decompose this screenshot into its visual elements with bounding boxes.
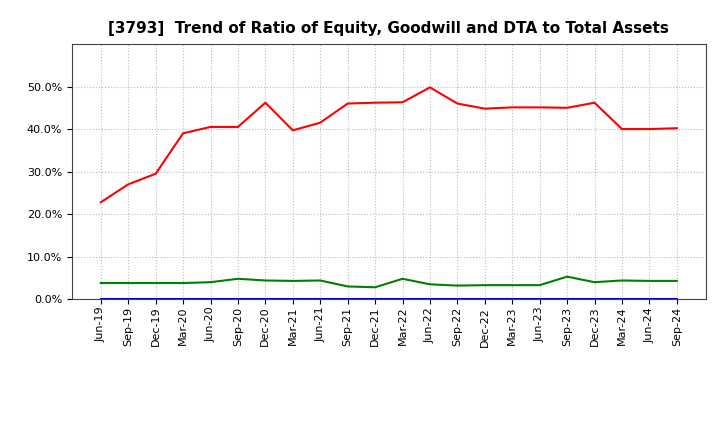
Goodwill xyxy=(480,296,489,301)
Goodwill xyxy=(536,296,544,301)
Deferred Tax Assets xyxy=(590,279,599,285)
Goodwill xyxy=(618,296,626,301)
Goodwill xyxy=(371,296,379,301)
Deferred Tax Assets xyxy=(645,278,654,283)
Goodwill xyxy=(179,296,187,301)
Equity xyxy=(206,124,215,129)
Equity xyxy=(151,171,160,176)
Equity xyxy=(426,85,434,90)
Deferred Tax Assets xyxy=(206,279,215,285)
Goodwill xyxy=(316,296,325,301)
Deferred Tax Assets xyxy=(179,280,187,286)
Equity xyxy=(124,182,132,187)
Goodwill xyxy=(261,296,270,301)
Goodwill xyxy=(398,296,407,301)
Goodwill xyxy=(645,296,654,301)
Equity xyxy=(261,100,270,105)
Goodwill xyxy=(289,296,297,301)
Deferred Tax Assets xyxy=(96,280,105,286)
Deferred Tax Assets xyxy=(618,278,626,283)
Equity xyxy=(645,126,654,132)
Equity xyxy=(371,100,379,105)
Equity xyxy=(316,120,325,125)
Goodwill xyxy=(124,296,132,301)
Deferred Tax Assets xyxy=(233,276,242,282)
Goodwill xyxy=(508,296,516,301)
Deferred Tax Assets xyxy=(371,285,379,290)
Equity xyxy=(233,124,242,129)
Title: [3793]  Trend of Ratio of Equity, Goodwill and DTA to Total Assets: [3793] Trend of Ratio of Equity, Goodwil… xyxy=(109,21,669,36)
Line: Equity: Equity xyxy=(101,88,677,202)
Deferred Tax Assets xyxy=(124,280,132,286)
Equity xyxy=(672,125,681,131)
Deferred Tax Assets xyxy=(316,278,325,283)
Goodwill xyxy=(590,296,599,301)
Deferred Tax Assets xyxy=(480,282,489,288)
Equity xyxy=(453,101,462,106)
Goodwill xyxy=(453,296,462,301)
Deferred Tax Assets xyxy=(343,284,352,289)
Equity xyxy=(590,100,599,105)
Goodwill xyxy=(426,296,434,301)
Deferred Tax Assets xyxy=(426,282,434,287)
Goodwill xyxy=(343,296,352,301)
Goodwill xyxy=(206,296,215,301)
Line: Deferred Tax Assets: Deferred Tax Assets xyxy=(101,277,677,287)
Deferred Tax Assets xyxy=(398,276,407,282)
Equity xyxy=(480,106,489,111)
Equity xyxy=(536,105,544,110)
Deferred Tax Assets xyxy=(508,282,516,288)
Deferred Tax Assets xyxy=(289,278,297,283)
Goodwill xyxy=(563,296,572,301)
Deferred Tax Assets xyxy=(151,280,160,286)
Equity xyxy=(563,105,572,110)
Goodwill xyxy=(672,296,681,301)
Goodwill xyxy=(151,296,160,301)
Equity xyxy=(96,200,105,205)
Equity xyxy=(343,101,352,106)
Deferred Tax Assets xyxy=(261,278,270,283)
Equity xyxy=(398,99,407,105)
Deferred Tax Assets xyxy=(536,282,544,288)
Goodwill xyxy=(233,296,242,301)
Deferred Tax Assets xyxy=(453,283,462,288)
Equity xyxy=(289,128,297,133)
Deferred Tax Assets xyxy=(672,278,681,283)
Goodwill xyxy=(96,296,105,301)
Equity xyxy=(508,105,516,110)
Equity xyxy=(179,131,187,136)
Equity xyxy=(618,126,626,132)
Deferred Tax Assets xyxy=(563,274,572,279)
